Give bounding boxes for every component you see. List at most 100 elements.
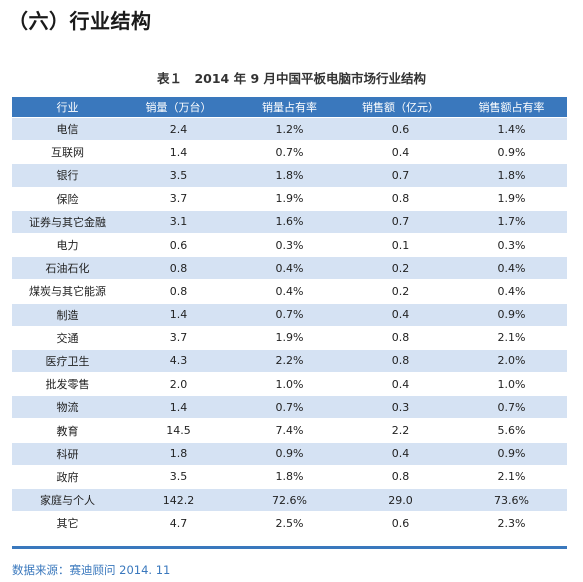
cell-volume-share: 72.6%: [234, 487, 345, 512]
table-row: 互联网 1.4 0.7% 0.4 0.9%: [12, 140, 567, 164]
cell-industry: 电信: [12, 116, 123, 141]
cell-sales-volume: 3.7: [123, 186, 234, 211]
header-sales-volume: 销量（万台）: [123, 97, 234, 118]
cell-revenue-share: 1.0%: [456, 372, 567, 396]
cell-revenue-share: 0.9%: [456, 302, 567, 327]
cell-sales-revenue: 0.6: [345, 116, 456, 141]
cell-sales-revenue: 29.0: [345, 487, 456, 512]
cell-revenue-share: 5.6%: [456, 418, 567, 443]
cell-revenue-share: 2.0%: [456, 348, 567, 373]
cell-sales-volume: 142.2: [123, 487, 234, 512]
cell-volume-share: 0.9%: [234, 441, 345, 466]
cell-volume-share: 1.2%: [234, 116, 345, 141]
cell-sales-volume: 3.7: [123, 325, 234, 350]
cell-revenue-share: 0.9%: [456, 140, 567, 164]
cell-volume-share: 1.6%: [234, 209, 345, 234]
header-industry: 行业: [12, 97, 123, 118]
cell-industry: 家庭与个人: [12, 487, 123, 512]
cell-sales-volume: 1.4: [123, 140, 234, 164]
cell-industry: 科研: [12, 441, 123, 466]
table-row: 物流 1.4 0.7% 0.3 0.7%: [12, 395, 567, 419]
cell-sales-revenue: 0.7: [345, 163, 456, 188]
table-row: 电力 0.6 0.3% 0.1 0.3%: [12, 232, 567, 257]
cell-sales-volume: 3.5: [123, 464, 234, 489]
cell-sales-volume: 1.4: [123, 302, 234, 327]
cell-volume-share: 2.2%: [234, 348, 345, 373]
header-sales-revenue: 销售额（亿元）: [345, 97, 456, 118]
cell-industry: 制造: [12, 302, 123, 327]
cell-volume-share: 1.8%: [234, 464, 345, 489]
data-source-note: 数据来源：赛迪顾问 2014. 11: [12, 563, 171, 577]
cell-industry: 医疗卫生: [12, 348, 123, 373]
cell-revenue-share: 1.9%: [456, 186, 567, 211]
cell-revenue-share: 1.7%: [456, 209, 567, 234]
cell-sales-revenue: 0.6: [345, 511, 456, 535]
cell-volume-share: 1.8%: [234, 163, 345, 188]
cell-industry: 互联网: [12, 140, 123, 164]
table-row: 政府 3.5 1.8% 0.8 2.1%: [12, 464, 567, 489]
cell-sales-revenue: 0.3: [345, 395, 456, 419]
cell-volume-share: 0.3%: [234, 232, 345, 257]
cell-sales-volume: 1.8: [123, 441, 234, 466]
header-volume-share: 销量占有率: [234, 97, 345, 118]
table-row: 电信 2.4 1.2% 0.6 1.4%: [12, 116, 567, 141]
cell-revenue-share: 0.4%: [456, 256, 567, 280]
cell-sales-volume: 0.6: [123, 232, 234, 257]
cell-volume-share: 0.7%: [234, 395, 345, 419]
cell-sales-volume: 0.8: [123, 279, 234, 303]
cell-sales-revenue: 0.4: [345, 140, 456, 164]
table-row: 银行 3.5 1.8% 0.7 1.8%: [12, 163, 567, 188]
table-row: 其它 4.7 2.5% 0.6 2.3%: [12, 511, 567, 535]
cell-sales-revenue: 0.2: [345, 256, 456, 280]
cell-sales-revenue: 0.8: [345, 325, 456, 350]
cell-volume-share: 7.4%: [234, 418, 345, 443]
cell-sales-revenue: 0.8: [345, 348, 456, 373]
cell-sales-revenue: 0.8: [345, 186, 456, 211]
cell-volume-share: 2.5%: [234, 511, 345, 535]
cell-revenue-share: 0.9%: [456, 441, 567, 466]
cell-sales-volume: 3.1: [123, 209, 234, 234]
section-title: （六）行业结构: [8, 9, 152, 33]
cell-revenue-share: 1.4%: [456, 116, 567, 141]
cell-sales-revenue: 0.8: [345, 464, 456, 489]
cell-revenue-share: 2.3%: [456, 511, 567, 535]
cell-sales-revenue: 0.4: [345, 302, 456, 327]
cell-industry: 其它: [12, 511, 123, 535]
cell-sales-revenue: 2.2: [345, 418, 456, 443]
table-row: 批发零售 2.0 1.0% 0.4 1.0%: [12, 372, 567, 396]
table-row: 石油石化 0.8 0.4% 0.2 0.4%: [12, 256, 567, 280]
cell-industry: 电力: [12, 232, 123, 257]
table-row: 制造 1.4 0.7% 0.4 0.9%: [12, 302, 567, 327]
cell-industry: 批发零售: [12, 372, 123, 396]
cell-revenue-share: 0.7%: [456, 395, 567, 419]
header-revenue-share: 销售额占有率: [456, 97, 567, 118]
cell-sales-revenue: 0.4: [345, 372, 456, 396]
cell-volume-share: 0.7%: [234, 302, 345, 327]
cell-sales-volume: 0.8: [123, 256, 234, 280]
table-row: 煤炭与其它能源 0.8 0.4% 0.2 0.4%: [12, 279, 567, 303]
cell-revenue-share: 2.1%: [456, 464, 567, 489]
table-row: 保险 3.7 1.9% 0.8 1.9%: [12, 186, 567, 211]
table-row: 教育 14.5 7.4% 2.2 5.6%: [12, 418, 567, 443]
cell-revenue-share: 0.3%: [456, 232, 567, 257]
cell-volume-share: 0.4%: [234, 256, 345, 280]
cell-industry: 保险: [12, 186, 123, 211]
table-bottom-rule: [12, 546, 567, 549]
table-caption: 表１ 2014 年 9 月中国平板电脑市场行业结构: [156, 71, 427, 86]
cell-industry: 物流: [12, 395, 123, 419]
cell-sales-volume: 1.4: [123, 395, 234, 419]
cell-volume-share: 1.9%: [234, 186, 345, 211]
cell-industry: 银行: [12, 163, 123, 188]
table-row: 科研 1.8 0.9% 0.4 0.9%: [12, 441, 567, 466]
cell-volume-share: 1.9%: [234, 325, 345, 350]
cell-revenue-share: 73.6%: [456, 487, 567, 512]
table-row: 证券与其它金融 3.1 1.6% 0.7 1.7%: [12, 209, 567, 234]
cell-industry: 石油石化: [12, 256, 123, 280]
table-row: 家庭与个人 142.2 72.6% 29.0 73.6%: [12, 487, 567, 512]
cell-industry: 证券与其它金融: [12, 209, 123, 234]
cell-sales-revenue: 0.1: [345, 232, 456, 257]
table-header-row: 行业 销量（万台） 销量占有率 销售额（亿元） 销售额占有率: [12, 97, 567, 118]
cell-volume-share: 0.4%: [234, 279, 345, 303]
cell-sales-volume: 4.7: [123, 511, 234, 535]
cell-sales-revenue: 0.4: [345, 441, 456, 466]
